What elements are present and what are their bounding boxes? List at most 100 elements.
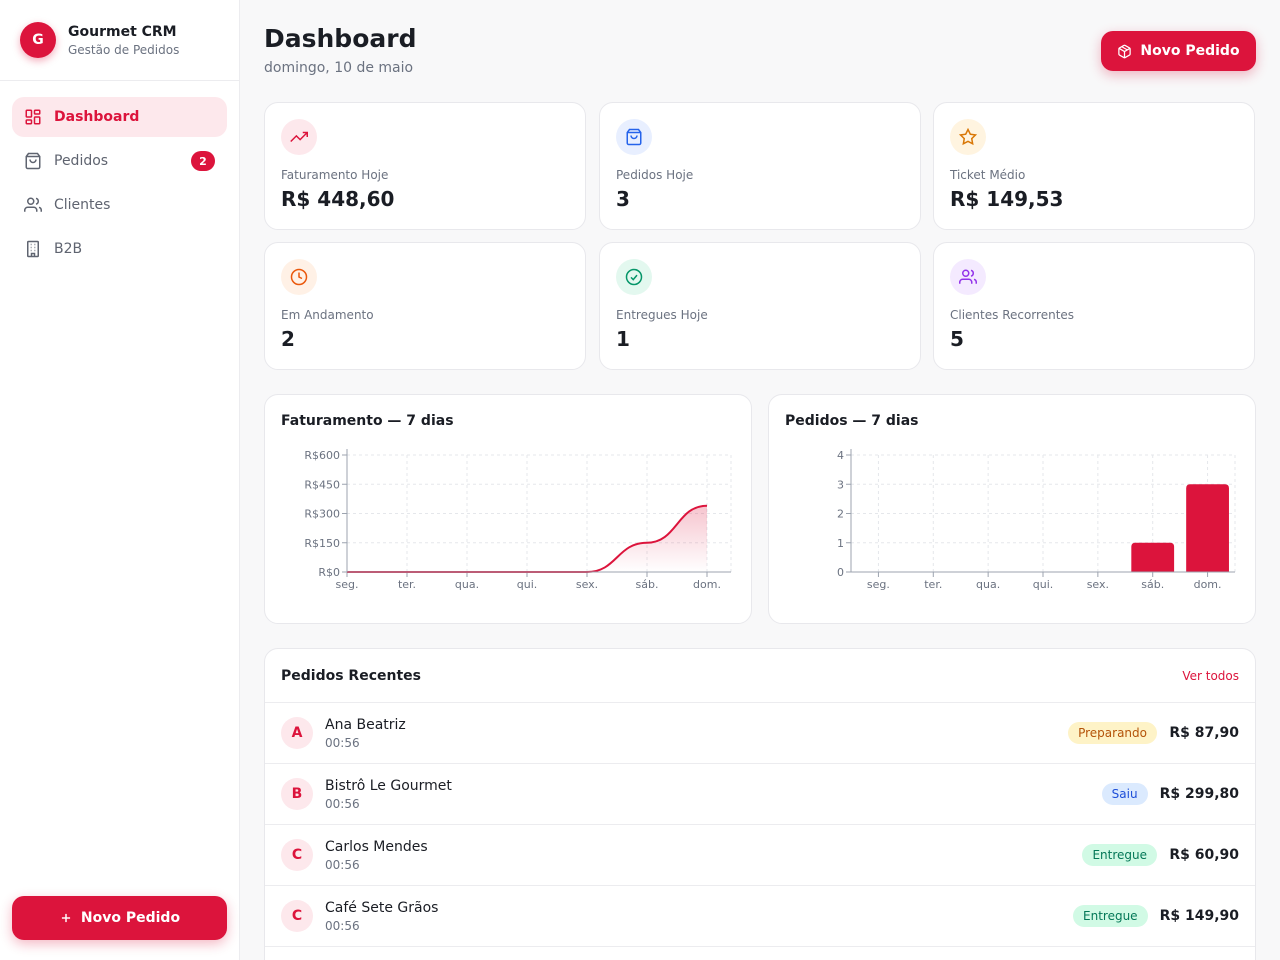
stat-card-recurring-clients: Clientes Recorrentes 5 [933, 242, 1255, 370]
package-icon [1118, 44, 1132, 58]
stat-label: Clientes Recorrentes [950, 308, 1075, 322]
sidebar-item-label: Dashboard [54, 109, 140, 125]
order-info: Bistrô Le Gourmet 00:56 [325, 778, 1102, 811]
clock-icon [290, 268, 308, 286]
y-tick-label: 4 [837, 449, 844, 462]
stat-label: Ticket Médio [950, 168, 1026, 182]
sidebar-new-order-button[interactable]: Novo Pedido [12, 896, 227, 940]
brand-name: Gourmet CRM [68, 23, 177, 40]
header-new-order-button[interactable]: Novo Pedido [1101, 31, 1256, 71]
avatar: B [281, 778, 313, 810]
brand-text: Gourmet CRM Gestão de Pedidos [68, 24, 179, 57]
recent-orders-title: Pedidos Recentes [281, 667, 421, 684]
order-row[interactable]: B Bistrô Le Gourmet 00:56 Saiu R$ 299,80 [265, 764, 1255, 825]
order-total: R$ 60,90 [1169, 847, 1239, 863]
order-row[interactable]: A Ana Beatriz 00:56 Preparando R$ 87,90 [265, 703, 1255, 764]
view-all-link[interactable]: Ver todos [1182, 668, 1239, 683]
page-date: domingo, 10 de maio [264, 60, 414, 76]
x-tick-label: ter. [924, 578, 942, 591]
sidebar-item-label: Clientes [54, 197, 111, 213]
y-tick-label: 3 [837, 478, 844, 491]
sidebar-item-pedidos[interactable]: Pedidos 2 [12, 141, 227, 181]
trending-up-icon [290, 131, 308, 143]
sidebar-item-label: Pedidos [54, 153, 109, 169]
dashboard-icon [25, 109, 41, 125]
orders-chart: 0 1 2 3 4 seg. ter. qua. qui. sex. sáb. dom. [837, 449, 1236, 591]
brand-logo: G [20, 22, 56, 58]
sidebar: G Gourmet CRM Gestão de Pedidos Dashboar… [0, 0, 240, 960]
x-tick-label: qua. [455, 578, 479, 591]
y-tick-label: R$150 [304, 537, 340, 550]
stat-value: 1 [616, 327, 630, 351]
bar [1186, 484, 1229, 572]
status-badge: Entregue [1082, 844, 1157, 866]
stat-value: R$ 448,60 [281, 187, 395, 211]
y-tick-label: 1 [837, 537, 844, 550]
page-title: Dashboard [264, 24, 417, 53]
bar [1131, 542, 1175, 572]
sidebar-item-clientes[interactable]: Clientes [12, 185, 227, 225]
sidebar-item-dashboard[interactable]: Dashboard [12, 97, 227, 137]
x-tick-label: sáb. [1141, 578, 1164, 591]
y-tick-label: 2 [837, 508, 844, 521]
status-badge: Preparando [1068, 722, 1157, 744]
stat-card-revenue: Faturamento Hoje R$ 448,60 [264, 102, 586, 230]
revenue-chart: R$0 R$150 R$300 R$450 R$600 seg. ter. qua. qui. s… [304, 449, 732, 591]
stat-label: Em Andamento [281, 308, 374, 322]
stat-value: 5 [950, 327, 964, 351]
x-tick-label: dom. [1194, 578, 1222, 591]
avatar: A [281, 717, 313, 749]
stat-label: Faturamento Hoje [281, 168, 389, 182]
order-customer-name: Café Sete Grãos [325, 899, 439, 916]
stat-icon-wrap [616, 119, 652, 155]
order-customer-name: Ana Beatriz [325, 716, 406, 733]
users-icon [24, 197, 42, 212]
star-icon [959, 128, 977, 146]
avatar: C [281, 900, 313, 932]
order-info: Carlos Mendes 00:56 [325, 839, 1082, 872]
order-time: 00:56 [325, 918, 360, 933]
order-time: 00:56 [325, 857, 360, 872]
header-new-order-label: Novo Pedido [1140, 43, 1240, 59]
stat-icon-wrap [281, 259, 317, 295]
stat-label: Entregues Hoje [616, 308, 708, 322]
sidebar-new-order-label: Novo Pedido [80, 910, 181, 926]
sidebar-item-b2b[interactable]: B2B [12, 229, 227, 269]
status-badge: Saiu [1101, 783, 1148, 805]
order-row[interactable]: C Café Sete Grãos 00:56 Entregue R$ 149,… [265, 886, 1255, 947]
stat-card-in-progress: Em Andamento 2 [264, 242, 586, 370]
x-tick-label: seg. [867, 578, 890, 591]
x-tick-label: qua. [976, 578, 1000, 591]
order-list: A Ana Beatriz 00:56 Preparando R$ 87,90 … [265, 703, 1255, 947]
sidebar-nav: Dashboard Pedidos 2 Clientes B2B [0, 81, 239, 289]
stat-value: 2 [281, 327, 295, 351]
order-time: 00:56 [325, 735, 360, 750]
x-tick-label: qui. [517, 578, 538, 591]
revenue-chart-card: Faturamento — 7 dias R$0 R$150 R$300 R$450 R… [264, 394, 752, 624]
order-row[interactable]: C Carlos Mendes 00:56 Entregue R$ 60,90 [265, 825, 1255, 886]
x-tick-label: sáb. [636, 578, 659, 591]
pedidos-count-badge: 2 [191, 151, 215, 171]
area-fill [347, 505, 707, 572]
stat-card-average-ticket: Ticket Médio R$ 149,53 [933, 102, 1255, 230]
avatar: C [281, 839, 313, 871]
stat-label: Pedidos Hoje [616, 168, 694, 182]
x-tick-label: dom. [693, 578, 721, 591]
sidebar-item-label: B2B [54, 241, 83, 257]
stat-icon-wrap [950, 259, 986, 295]
x-tick-label: sex. [1087, 578, 1109, 591]
check-circle-icon [625, 268, 643, 286]
order-total: R$ 87,90 [1169, 725, 1239, 741]
order-time: 00:56 [325, 796, 360, 811]
order-info: Ana Beatriz 00:56 [325, 717, 1068, 750]
order-customer-name: Bistrô Le Gourmet [325, 777, 452, 794]
shopping-bag-icon [626, 128, 642, 146]
stat-icon-wrap [281, 119, 317, 155]
y-tick-label: R$450 [304, 478, 340, 491]
recent-orders-header: Pedidos Recentes Ver todos [265, 649, 1255, 703]
chart-title: Pedidos — 7 dias [785, 413, 919, 429]
order-customer-name: Carlos Mendes [325, 838, 428, 855]
y-tick-label: R$300 [304, 508, 340, 521]
order-info: Café Sete Grãos 00:56 [325, 900, 1073, 933]
x-tick-label: qui. [1033, 578, 1054, 591]
